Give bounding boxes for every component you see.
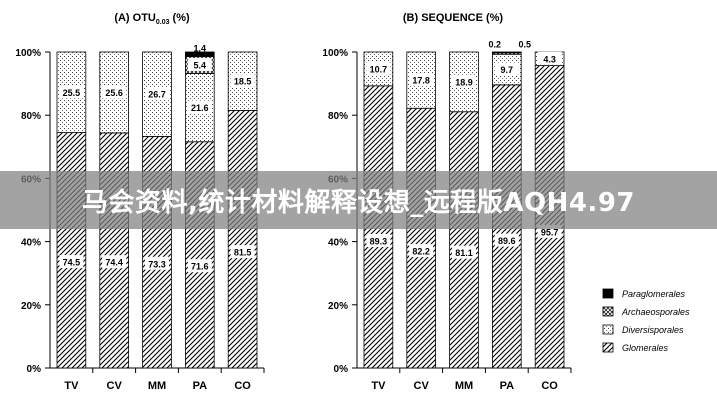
data-label-bg (452, 245, 476, 259)
data-label-bg (230, 74, 255, 88)
legend-label-diversisporales: Diversisporales (622, 325, 684, 335)
data-label-glomerales-pa: 89.6 (498, 236, 516, 246)
data-label-bg (409, 244, 434, 258)
panel-a-y-tick-label: 100% (15, 48, 41, 59)
data-label-diversisporales-co: 4.3 (543, 54, 556, 64)
panel-a-x-tick-label: MM (148, 380, 166, 392)
data-label-bg (102, 85, 127, 99)
panel-b-x-tick-label: PA (500, 380, 515, 392)
data-label-bg (145, 256, 169, 270)
data-label-glomerales-co: 95.7 (541, 227, 559, 237)
panel-a-title: (A) OTU0.03 (%) (114, 12, 190, 26)
data-label-bg (494, 233, 519, 247)
panel-b-x-tick-label: TV (371, 380, 386, 392)
legend-item-paraglomerales: Paraglomerales (602, 288, 686, 299)
bar-glomerales-mm (449, 111, 479, 369)
panel-a-y-tick-label: 40% (21, 238, 41, 249)
data-label-bg (187, 100, 212, 114)
panel-a-y-tick-label: 0% (27, 364, 42, 375)
data-label-diversisporales-tv: 10.7 (370, 64, 388, 74)
bar-paraglomerales-pa (491, 51, 522, 54)
data-label-glomerales-mm: 73.3 (148, 259, 166, 269)
data-label-bg (494, 62, 519, 76)
bar-glomerales-cv (406, 107, 436, 369)
panel-b-x-tick-label: CV (414, 380, 430, 392)
panel-a-y-tick-label: 20% (21, 301, 41, 312)
data-label-diversisporales-cv: 17.8 (412, 76, 430, 86)
data-label-glomerales-co: 81.5 (234, 248, 252, 258)
panel-b-y-tick-label: 20% (328, 301, 348, 312)
data-label-glomerales-pa: 71.6 (191, 262, 209, 272)
panel-b-y-tick-label: 100% (322, 48, 348, 59)
data-label-bg (537, 51, 562, 65)
data-label-glomerales-mm: 81.1 (455, 248, 473, 258)
panel-b-y-tick-label: 40% (328, 238, 348, 249)
bar-glomerales-tv (56, 132, 87, 369)
watermark-banner: 马会资料,统计材料解释设想_远程版AQH4.97 (0, 171, 717, 229)
legend-label-glomerales: Glomerales (622, 343, 669, 353)
data-label-bg (187, 57, 212, 71)
data-label-diversisporales-mm: 18.9 (455, 77, 473, 87)
data-label-diversisporales-pa: 9.7 (501, 65, 514, 75)
data-label-bg (230, 245, 255, 259)
legend-label-archaeosporales: Archaeosporales (621, 307, 690, 317)
legend-label-paraglomerales: Paraglomerales (622, 289, 686, 299)
bar-glomerales-co (227, 110, 258, 369)
data-label-bg (102, 255, 127, 269)
data-label-bg (366, 61, 391, 75)
panel-b-y-tick-label: 80% (328, 111, 348, 122)
legend: Paraglomerales Archaeosporales Diversisp… (602, 288, 690, 353)
panel-a-y-tick-label: 80% (21, 111, 41, 122)
data-label-glomerales-tv: 74.5 (63, 258, 81, 268)
bar-paraglomerales-pa (184, 51, 215, 57)
data-label-glomerales-tv: 89.3 (370, 237, 388, 247)
data-label-diversisporales-pa: 21.6 (191, 103, 209, 113)
data-label-glomerales-cv: 74.4 (105, 258, 123, 268)
data-label-diversisporales-tv: 25.5 (63, 88, 81, 98)
panel-b-x-tick-label: MM (455, 380, 473, 392)
data-label-bg (452, 74, 476, 88)
panel-b-title: (B) SEQUENCE (%) (403, 12, 504, 24)
data-label-paraglomerales-pa: 0.2 (489, 40, 502, 50)
panel-a-x-tick-label: CO (234, 380, 251, 392)
legend-swatch-paraglomerales (602, 288, 614, 299)
panel-b-y-tick-label: 0% (334, 364, 349, 375)
legend-item-glomerales: Glomerales (602, 342, 669, 353)
data-label-archaeosporales-pa: 0.5 (519, 40, 532, 50)
data-label-bg (366, 234, 391, 248)
panel-a-x-tick-label: CV (107, 380, 123, 392)
data-label-bg (59, 85, 84, 99)
data-label-bg (59, 255, 84, 269)
panel-a-x-tick-label: PA (193, 380, 208, 392)
data-label-glomerales-cv: 82.2 (412, 247, 430, 257)
panel-a-x-tick-label: TV (64, 380, 79, 392)
legend-swatch-diversisporales (602, 324, 614, 335)
data-label-bg (187, 259, 212, 273)
legend-swatch-archaeosporales (602, 306, 614, 317)
legend-swatch-glomerales (602, 342, 614, 353)
watermark-text: 马会资料,统计材料解释设想_远程版AQH4.97 (81, 187, 635, 218)
panel-b-x-tick-label: CO (541, 380, 558, 392)
data-label-paraglomerales-pa: 1.4 (194, 44, 207, 54)
data-label-diversisporales-mm: 26.7 (148, 90, 166, 100)
bar-glomerales-cv (99, 132, 130, 369)
data-label-bg (145, 87, 169, 101)
data-label-bg (409, 73, 434, 87)
legend-item-diversisporales: Diversisporales (602, 324, 684, 335)
data-label-diversisporales-co: 18.5 (234, 77, 252, 87)
legend-item-archaeosporales: Archaeosporales (602, 306, 690, 317)
data-label-diversisporales-cv: 25.6 (105, 88, 123, 98)
data-label-archaeosporales-pa: 5.4 (194, 60, 207, 70)
